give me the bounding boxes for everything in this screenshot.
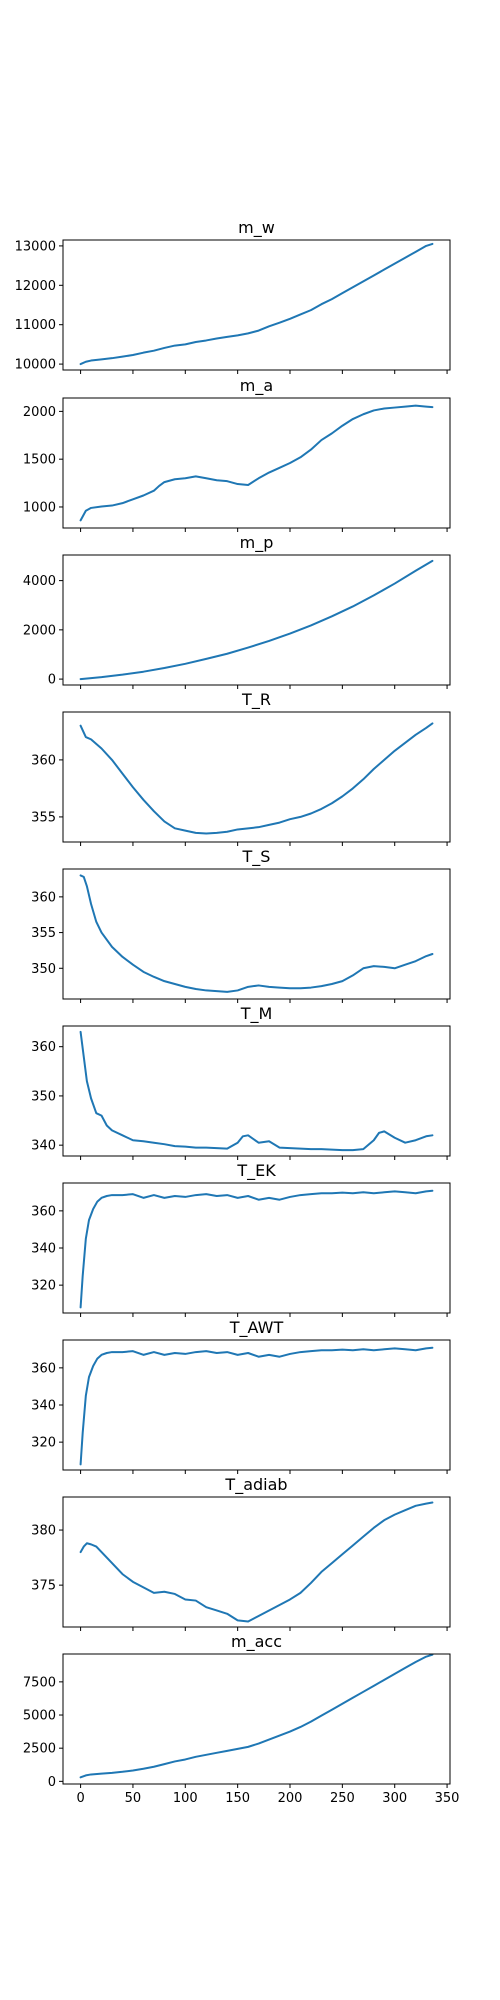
y-tick-label: 1000 xyxy=(23,500,56,515)
subplot-title: T_EK xyxy=(236,1161,276,1181)
y-tick-label: 0 xyxy=(48,1775,56,1790)
y-tick-label: 1500 xyxy=(23,453,56,468)
subplot-title: T_R xyxy=(241,690,271,710)
y-tick-label: 355 xyxy=(31,810,56,825)
y-tick-label: 10000 xyxy=(15,358,56,373)
y-tick-label: 350 xyxy=(31,962,56,977)
x-tick-label: 50 xyxy=(125,1791,142,1806)
y-tick-label: 2000 xyxy=(23,405,56,420)
y-tick-label: 360 xyxy=(31,890,56,905)
plot-frame xyxy=(63,1183,450,1313)
subplot-title: m_w xyxy=(238,218,275,238)
series-line xyxy=(81,1191,433,1308)
series-line xyxy=(81,1032,433,1150)
plot-frame xyxy=(63,869,450,999)
plot-frame xyxy=(63,240,450,370)
y-tick-label: 13000 xyxy=(15,239,56,254)
subplot-m_a: m_a 1000 1500 2000 xyxy=(23,376,450,532)
subplot-title: T_S xyxy=(242,847,271,867)
subplot-T_R: T_R 355 360 xyxy=(31,690,450,846)
y-tick-label: 360 xyxy=(31,1361,56,1376)
subplot-m_acc: m_acc 0 2500 5000 7500 0 50 100 150 200 250 300 350 xyxy=(23,1632,460,1806)
y-tick-label: 375 xyxy=(31,1579,56,1594)
y-tick-label: 350 xyxy=(31,1089,56,1104)
subplot-title: T_adiab xyxy=(224,1475,287,1495)
x-tick-label: 350 xyxy=(435,1791,460,1806)
y-tick-label: 11000 xyxy=(15,318,56,333)
y-tick-label: 2500 xyxy=(23,1742,56,1757)
x-tick-label: 250 xyxy=(330,1791,355,1806)
subplot-title: m_a xyxy=(240,376,273,396)
series-line xyxy=(81,244,433,364)
y-tick-label: 5000 xyxy=(23,1709,56,1724)
series-line xyxy=(81,406,433,521)
plot-frame xyxy=(63,555,450,685)
plot-frame xyxy=(63,1340,450,1470)
subplot-title: T_M xyxy=(240,1004,273,1024)
series-line xyxy=(81,1348,433,1465)
series-line xyxy=(81,1655,433,1778)
subplot-title: m_acc xyxy=(231,1632,282,1652)
y-tick-label: 360 xyxy=(31,1204,56,1219)
y-tick-label: 320 xyxy=(31,1436,56,1451)
subplot-title: m_p xyxy=(240,533,274,553)
series-line xyxy=(81,561,433,679)
subplot-T_S: T_S 350 355 360 xyxy=(31,847,450,1003)
y-tick-label: 340 xyxy=(31,1242,56,1257)
y-tick-label: 12000 xyxy=(15,279,56,294)
y-tick-label: 360 xyxy=(31,1040,56,1055)
y-tick-label: 340 xyxy=(31,1139,56,1154)
plot-frame xyxy=(63,712,450,842)
x-tick-label: 150 xyxy=(225,1791,250,1806)
x-tick-label: 200 xyxy=(278,1791,303,1806)
x-tick-label: 100 xyxy=(173,1791,198,1806)
y-tick-label: 2000 xyxy=(23,623,56,638)
subplot-T_EK: T_EK 320 340 360 xyxy=(31,1161,450,1317)
y-tick-label: 320 xyxy=(31,1279,56,1294)
x-tick-label: 300 xyxy=(382,1791,407,1806)
y-tick-label: 340 xyxy=(31,1399,56,1414)
series-line xyxy=(81,875,433,991)
series-line xyxy=(81,723,433,833)
y-tick-label: 360 xyxy=(31,753,56,768)
y-tick-label: 4000 xyxy=(23,574,56,589)
subplot-T_AWT: T_AWT 320 340 360 xyxy=(31,1318,450,1474)
y-tick-label: 0 xyxy=(48,673,56,688)
subplot-title: T_AWT xyxy=(229,1318,284,1338)
subplot-T_M: T_M 340 350 360 xyxy=(31,1004,450,1160)
y-tick-label: 355 xyxy=(31,926,56,941)
subplot-m_w: m_w 10000 11000 12000 13000 xyxy=(15,218,450,374)
plot-frame xyxy=(63,1654,450,1784)
subplot-T_adiab: T_adiab 375 380 xyxy=(31,1475,450,1631)
y-tick-label: 7500 xyxy=(23,1675,56,1690)
y-tick-label: 380 xyxy=(31,1524,56,1539)
series-line xyxy=(81,1503,433,1622)
x-tick-label: 0 xyxy=(76,1791,84,1806)
plot-frame xyxy=(63,398,450,528)
subplot-m_p: m_p 0 2000 4000 xyxy=(23,533,450,689)
